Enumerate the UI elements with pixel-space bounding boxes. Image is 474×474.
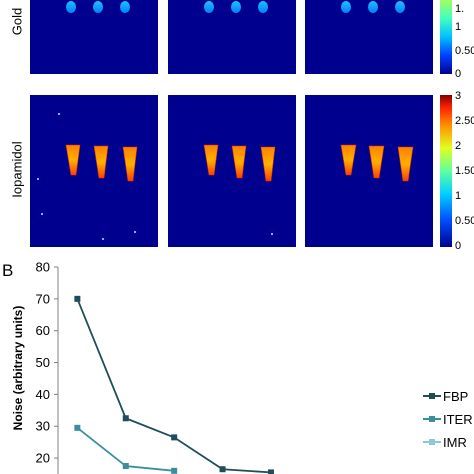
y-tick-label: 30	[36, 419, 50, 434]
colorbar-top-tick: 0	[455, 68, 462, 80]
data-point-fbp	[74, 295, 81, 302]
y-tick-label: 40	[36, 387, 50, 402]
colorbar-top-tick: 1	[455, 21, 462, 33]
colorbar-bottom-tick: 1	[455, 190, 462, 202]
gold-image-imr	[305, 0, 433, 74]
noise-line-chart: Noise (arbitrary units) 20 30 40 50 60 70 80 F…	[11, 260, 473, 474]
panel-letter-b: B	[2, 261, 14, 280]
legend-label-imr: IMR	[443, 435, 467, 450]
y-axis-label: Noise (arbitrary units)	[11, 306, 25, 431]
colorbar-bottom-tick: 0	[455, 240, 462, 252]
colorbar-bottom-tick: 2	[455, 140, 462, 152]
y-tick-label: 50	[36, 355, 50, 370]
colorbar-bottom-tick: 0.50	[455, 215, 474, 227]
y-tick-label: 80	[36, 260, 50, 275]
y-ticks: 20 30 40 50 60 70 80	[36, 260, 58, 466]
y-tick-label: 60	[36, 323, 50, 338]
legend-marker-fbp	[429, 393, 435, 399]
gold-image-iter	[168, 0, 296, 74]
colorbar-top-tick: 0.50	[455, 45, 474, 57]
iopamidol-image-iter	[168, 95, 296, 247]
gold-blobs	[66, 1, 405, 13]
legend-label-fbp: FBP	[443, 389, 468, 404]
colorbar-bottom	[440, 95, 452, 247]
data-point-iter	[74, 424, 81, 431]
iopamidol-image-imr	[305, 95, 433, 247]
colorbar-top-tick: 1.	[455, 3, 465, 15]
series-line-fbp	[76, 298, 272, 474]
colorbar-top	[440, 0, 452, 74]
chart-legend: FBP ITER IMR	[423, 389, 473, 450]
iopamidol-tubes	[65, 144, 414, 182]
legend-marker-imr	[429, 439, 435, 445]
series-lines	[74, 295, 274, 474]
phantom-overlay	[37, 1, 414, 240]
y-tick-label: 20	[36, 451, 50, 466]
data-point-iter	[171, 467, 178, 474]
legend-label-iter: ITER	[443, 412, 473, 427]
iopamidol-image-fbp	[30, 95, 158, 247]
data-point-iter	[122, 463, 129, 470]
colorbar-bottom-tick: 3	[455, 90, 462, 102]
data-point-fbp	[122, 415, 129, 422]
noise-specks	[37, 113, 273, 240]
colorbar-bottom-tick: 2.50	[455, 115, 474, 127]
data-point-fbp	[219, 466, 226, 473]
y-tick-label: 70	[36, 291, 50, 306]
colorbar-bottom-tick: 1.50	[455, 165, 474, 177]
legend-marker-iter	[429, 416, 435, 422]
data-point-fbp	[267, 469, 274, 474]
data-point-fbp	[171, 434, 178, 441]
gold-image-fbp	[30, 0, 158, 74]
